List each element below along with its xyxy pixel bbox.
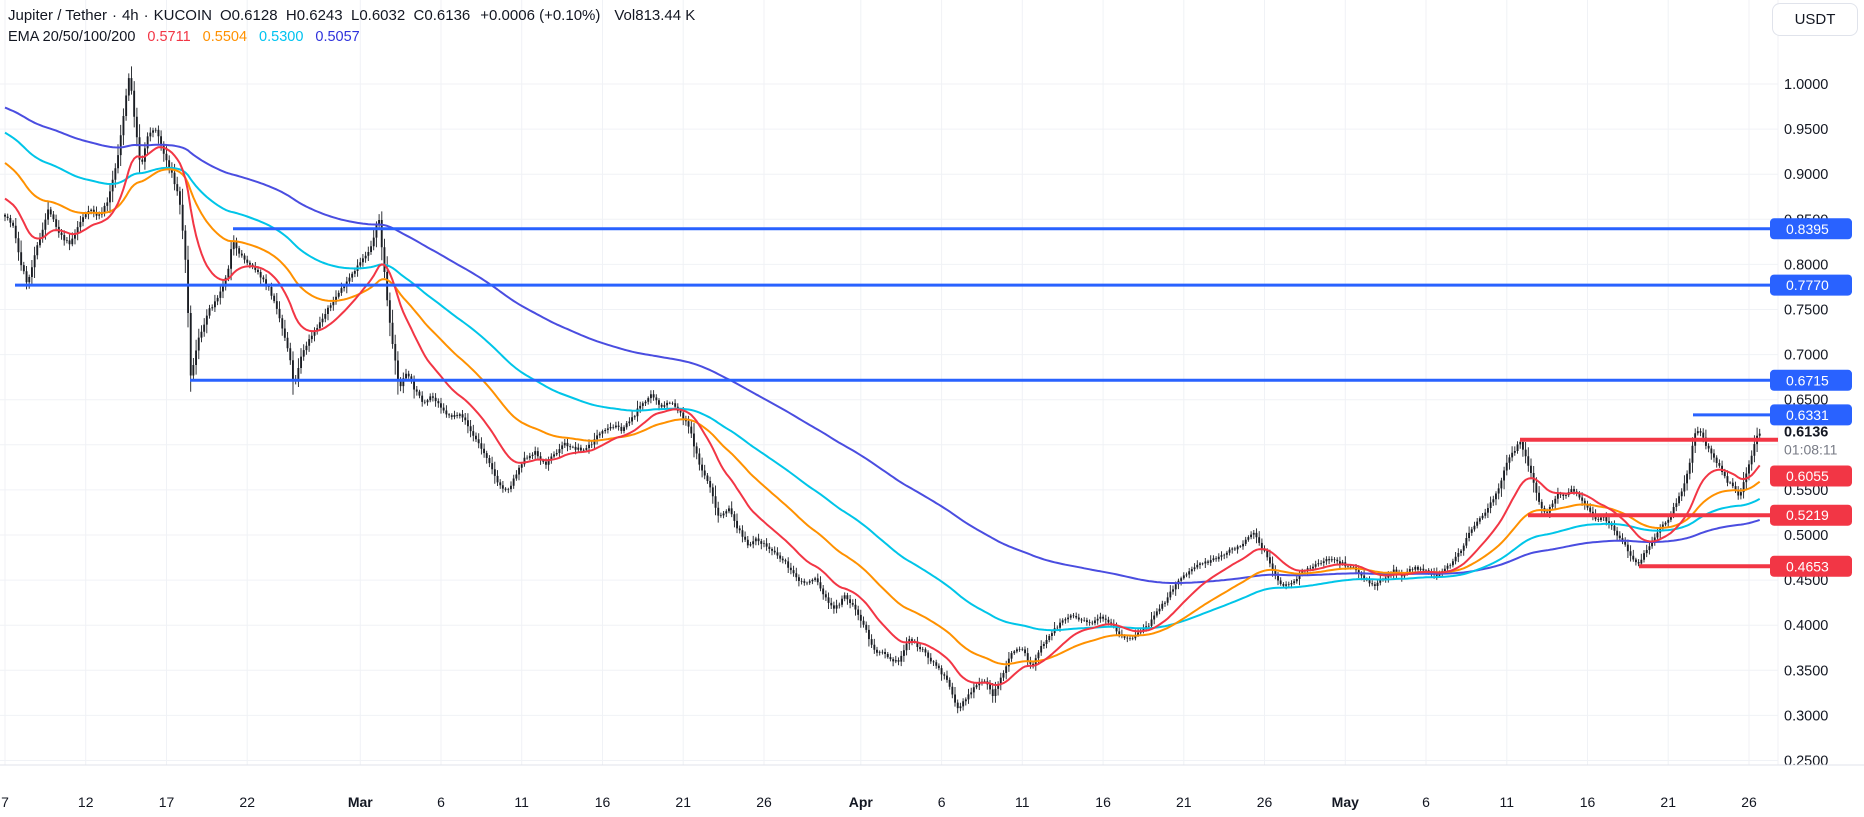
ema-20-line (4, 146, 1761, 686)
price-tick-label: 0.4000 (1784, 618, 1828, 634)
price-line-badge-0.8395[interactable]: 0.8395 (1770, 218, 1852, 240)
open-label: O (219, 6, 232, 24)
price-tick-label: 1.0000 (1784, 77, 1828, 93)
ema-50-line (4, 162, 1761, 666)
time-tick-label: 26 (1257, 794, 1273, 810)
price-tick-label: 0.3000 (1784, 708, 1828, 724)
ema-legend[interactable]: EMA 20/50/100/200 0.5711 0.5504 0.5300 0… (8, 27, 695, 46)
low-value: 0.6032 (359, 6, 406, 24)
time-tick-label: 26 (1741, 794, 1757, 810)
time-tick-label: 16 (1580, 794, 1596, 810)
badge-label: 0.5219 (1786, 507, 1829, 523)
badge-label: 0.8395 (1786, 221, 1829, 237)
time-tick-label: 7 (1, 794, 9, 810)
exchange-label: KUCOIN (153, 6, 212, 24)
ema50-value: 0.5504 (202, 28, 248, 45)
candlestick-series (4, 66, 1761, 714)
price-tick-label: 0.4500 (1784, 573, 1828, 589)
current-price-bg (1779, 420, 1864, 463)
volume-value: 813.44 K (635, 6, 696, 24)
change-value: +0.0006 (+0.10%) (480, 6, 601, 24)
currency-toggle-button[interactable]: USDT (1772, 3, 1858, 36)
badge-bg (1770, 465, 1852, 487)
price-tick-label: 0.2500 (1784, 754, 1828, 770)
price-line-badge-0.6715[interactable]: 0.6715 (1770, 369, 1852, 391)
time-tick-label: 6 (938, 794, 946, 810)
badge-bg (1770, 404, 1852, 426)
time-tick-label: 11 (1500, 794, 1515, 810)
ema100-value: 0.5300 (259, 28, 304, 45)
time-scale[interactable]: 7 12 17 22 Mar 6 11 16 21 26 Apr 6 11 16 21 26 May 6 11 16 2… (1, 794, 1757, 810)
badge-bg (1770, 274, 1852, 296)
badge-bg (1770, 555, 1852, 577)
badge-label: 0.6055 (1786, 468, 1829, 484)
time-tick-label: 21 (1176, 794, 1192, 810)
open-value: 0.6128 (231, 6, 278, 24)
ema-legend-label: EMA 20/50/100/200 (8, 28, 136, 45)
symbol-title[interactable]: Jupiter / Tether (8, 6, 107, 24)
ema-100-line (4, 131, 1761, 632)
candle-wicks (4, 66, 1761, 714)
price-line-badge-0.7770[interactable]: 0.7770 (1770, 274, 1852, 296)
high-value: 0.6243 (296, 6, 343, 24)
badge-bg (1770, 504, 1852, 526)
time-tick-label: 21 (675, 794, 691, 810)
time-tick-label: Apr (849, 794, 874, 810)
time-tick-label: 6 (437, 794, 445, 810)
price-tick-label: 0.3500 (1784, 663, 1828, 679)
time-tick-label: 22 (239, 794, 255, 810)
ema-200-line (4, 106, 1761, 585)
price-tick-label: 0.9000 (1784, 167, 1828, 183)
candle-bodies (4, 78, 1761, 709)
ema200-value: 0.5057 (315, 28, 360, 45)
price-tick-label: 0.7000 (1784, 348, 1828, 364)
current-price-value: 0.6136 (1784, 425, 1828, 441)
chart-legend: Jupiter / Tether · 4h · KUCOIN O0.6128 H… (8, 5, 695, 46)
bar-countdown: 01:08:11 (1784, 442, 1838, 458)
badge-bg (1770, 218, 1852, 240)
time-tick-label: May (1332, 794, 1359, 810)
volume-label: Vol (614, 6, 636, 24)
title-separator: · (111, 6, 117, 24)
price-tick-label: 0.8000 (1784, 257, 1828, 273)
time-tick-label: 21 (1660, 794, 1676, 810)
ohlc-values: O0.6128 H0.6243 L0.6032 C0.6136 (220, 7, 470, 24)
high-label: H (285, 6, 297, 24)
time-tick-label: Mar (348, 794, 373, 810)
grid-lines (0, 0, 1778, 765)
badge-label: 0.4653 (1786, 558, 1829, 574)
low-label: L (350, 6, 360, 24)
time-tick-label: 16 (595, 794, 611, 810)
time-tick-label: 17 (159, 794, 175, 810)
time-tick-label: 11 (514, 794, 529, 810)
price-tick-label: 0.7500 (1784, 303, 1828, 319)
title-separator2: · (143, 6, 149, 24)
interval-label[interactable]: 4h (121, 6, 139, 24)
price-tick-label: 0.5000 (1784, 528, 1828, 544)
price-line-badge-0.4653[interactable]: 0.4653 (1770, 555, 1852, 577)
badge-bg (1770, 369, 1852, 391)
badge-label: 0.6715 (1786, 372, 1829, 388)
time-tick-label: 16 (1095, 794, 1111, 810)
ema20-value: 0.5711 (147, 28, 191, 45)
time-tick-label: 26 (756, 794, 772, 810)
badge-label: 0.6331 (1786, 407, 1829, 423)
price-line-badge-0.6331[interactable]: 0.6331 (1770, 404, 1852, 426)
time-tick-label: 12 (78, 794, 94, 810)
badge-label: 0.7770 (1786, 277, 1829, 293)
close-value: 0.6136 (424, 6, 471, 24)
price-tick-label: 0.5500 (1784, 483, 1828, 499)
price-tick-label: 0.9500 (1784, 122, 1828, 138)
time-tick-label: 11 (1015, 794, 1030, 810)
price-line-badge-0.5219[interactable]: 0.5219 (1770, 504, 1852, 526)
close-label: C (413, 6, 425, 24)
price-line-badge-0.6055[interactable]: 0.6055 (1770, 465, 1852, 487)
time-tick-label: 6 (1422, 794, 1430, 810)
